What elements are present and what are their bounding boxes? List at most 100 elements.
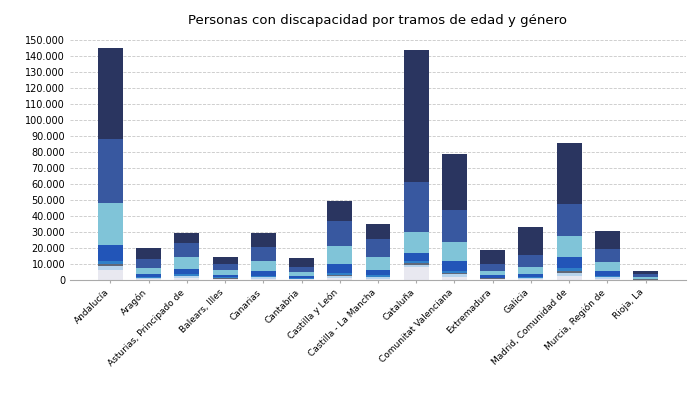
Bar bbox=[251, 277, 276, 278]
Bar bbox=[519, 278, 543, 279]
Bar bbox=[98, 48, 122, 139]
Bar bbox=[556, 257, 582, 268]
Bar bbox=[519, 266, 543, 274]
Bar bbox=[98, 264, 122, 266]
Bar bbox=[174, 243, 200, 258]
Bar bbox=[634, 271, 658, 274]
Bar bbox=[213, 278, 237, 279]
Bar bbox=[365, 278, 391, 280]
Title: Personas con discapacidad por tramos de edad y género: Personas con discapacidad por tramos de … bbox=[188, 14, 568, 27]
Bar bbox=[328, 275, 352, 276]
Bar bbox=[251, 276, 276, 277]
Bar bbox=[404, 261, 428, 263]
Bar bbox=[174, 278, 200, 280]
Bar bbox=[251, 278, 276, 280]
Bar bbox=[556, 204, 582, 236]
Bar bbox=[595, 271, 620, 276]
Bar bbox=[595, 278, 620, 280]
Bar bbox=[174, 234, 200, 243]
Bar bbox=[404, 267, 428, 280]
Bar bbox=[98, 245, 122, 261]
Bar bbox=[404, 182, 428, 232]
Bar bbox=[365, 239, 391, 257]
Bar bbox=[213, 275, 237, 278]
Bar bbox=[174, 258, 200, 269]
Bar bbox=[556, 143, 582, 204]
Bar bbox=[328, 221, 352, 246]
Bar bbox=[328, 201, 352, 221]
Bar bbox=[595, 277, 620, 278]
Bar bbox=[404, 50, 428, 182]
Bar bbox=[404, 232, 428, 253]
Bar bbox=[519, 277, 543, 278]
Bar bbox=[480, 279, 505, 280]
Bar bbox=[556, 276, 582, 280]
Bar bbox=[480, 275, 505, 278]
Bar bbox=[595, 276, 620, 277]
Bar bbox=[442, 271, 467, 273]
Bar bbox=[442, 154, 467, 210]
Bar bbox=[251, 261, 276, 271]
Bar bbox=[365, 257, 391, 270]
Bar bbox=[136, 274, 161, 277]
Bar bbox=[98, 266, 122, 270]
Bar bbox=[442, 242, 467, 262]
Bar bbox=[251, 271, 276, 276]
Bar bbox=[442, 210, 467, 242]
Bar bbox=[328, 264, 352, 273]
Bar bbox=[213, 270, 237, 275]
Bar bbox=[174, 269, 200, 274]
Bar bbox=[442, 273, 467, 274]
Bar bbox=[480, 278, 505, 279]
Bar bbox=[595, 262, 620, 271]
Bar bbox=[556, 268, 582, 271]
Bar bbox=[289, 258, 314, 266]
Bar bbox=[595, 250, 620, 262]
Bar bbox=[328, 273, 352, 275]
Bar bbox=[289, 272, 314, 276]
Bar bbox=[404, 265, 428, 267]
Bar bbox=[519, 255, 543, 266]
Bar bbox=[480, 270, 505, 275]
Bar bbox=[480, 264, 505, 270]
Bar bbox=[213, 279, 237, 280]
Bar bbox=[442, 262, 467, 271]
Bar bbox=[328, 246, 352, 264]
Bar bbox=[328, 276, 352, 278]
Bar bbox=[365, 270, 391, 275]
Bar bbox=[365, 275, 391, 277]
Bar bbox=[519, 279, 543, 280]
Bar bbox=[289, 276, 314, 278]
Bar bbox=[556, 271, 582, 273]
Bar bbox=[328, 278, 352, 280]
Bar bbox=[136, 268, 161, 274]
Bar bbox=[98, 261, 122, 264]
Bar bbox=[519, 226, 543, 255]
Bar bbox=[136, 277, 161, 278]
Bar bbox=[556, 236, 582, 257]
Bar bbox=[136, 259, 161, 268]
Bar bbox=[174, 274, 200, 276]
Bar bbox=[480, 250, 505, 264]
Bar bbox=[251, 247, 276, 261]
Bar bbox=[174, 276, 200, 278]
Bar bbox=[136, 248, 161, 259]
Bar bbox=[98, 139, 122, 203]
Bar bbox=[595, 231, 620, 250]
Bar bbox=[213, 264, 237, 270]
Bar bbox=[634, 274, 658, 277]
Bar bbox=[213, 257, 237, 264]
Bar bbox=[98, 270, 122, 280]
Bar bbox=[404, 253, 428, 261]
Bar bbox=[136, 279, 161, 280]
Bar bbox=[289, 266, 314, 272]
Bar bbox=[634, 278, 658, 279]
Bar bbox=[365, 224, 391, 239]
Bar bbox=[442, 277, 467, 280]
Bar bbox=[136, 278, 161, 279]
Bar bbox=[442, 274, 467, 277]
Bar bbox=[289, 279, 314, 280]
Bar bbox=[251, 233, 276, 247]
Bar bbox=[365, 277, 391, 278]
Bar bbox=[519, 274, 543, 277]
